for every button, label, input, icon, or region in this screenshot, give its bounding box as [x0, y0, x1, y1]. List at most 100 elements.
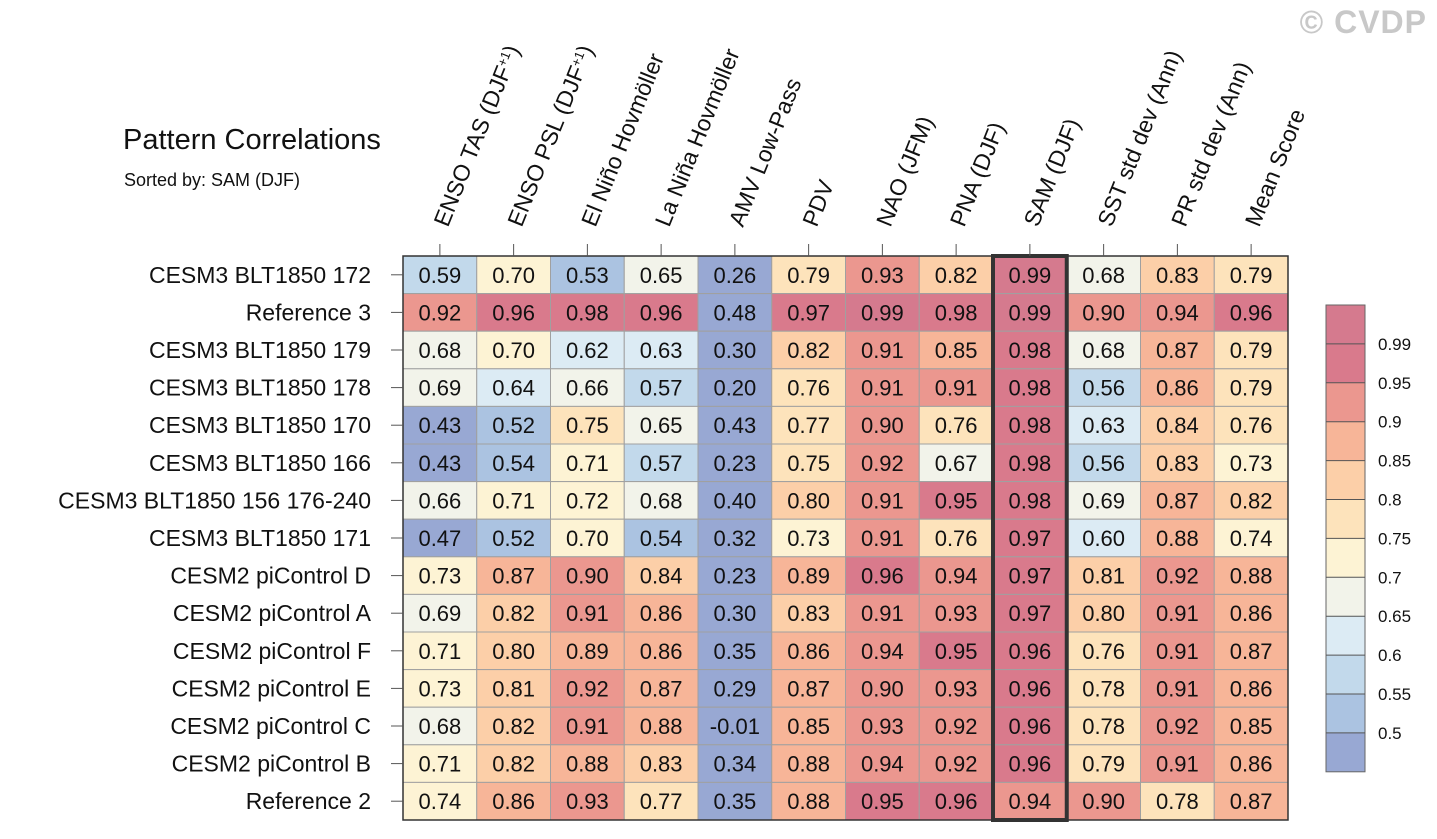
- heatmap-cell: [476, 706, 551, 746]
- cell-value-label: 0.87: [787, 676, 830, 701]
- row-label: CESM3 BLT1850 171: [149, 525, 371, 551]
- colorbar-tick-label: 0.99: [1378, 335, 1411, 354]
- cell-value-label: 0.52: [492, 526, 535, 551]
- cell-value-label: 0.48: [713, 300, 756, 325]
- cell-value-label: 0.77: [640, 789, 683, 814]
- cell-value-label: 0.95: [935, 639, 978, 664]
- heatmap-cell: [623, 443, 699, 483]
- heatmap-cell: [918, 669, 994, 708]
- heatmap-cell: [1066, 781, 1141, 821]
- row-label: CESM3 BLT1850 170: [149, 412, 371, 438]
- cell-value-label: 0.56: [1082, 376, 1125, 401]
- cell-value-label: 0.94: [861, 752, 904, 777]
- column-label: PNA (DJF): [945, 118, 1010, 230]
- cell-value-label: 0.71: [418, 752, 461, 777]
- cell-value-label: 0.54: [640, 526, 683, 551]
- cell-value-label: 0.91: [861, 376, 904, 401]
- cell-value-label: 0.91: [1156, 639, 1199, 664]
- row-label: Reference 2: [246, 788, 371, 814]
- heatmap-cell: [402, 405, 478, 445]
- heatmap-cell: [697, 368, 773, 407]
- cell-value-label: 0.75: [566, 413, 609, 438]
- heatmap-cell: [697, 556, 773, 595]
- colorbar-segment: [1326, 732, 1365, 772]
- cell-value-label: 0.20: [713, 376, 756, 401]
- cell-value-label: 0.93: [861, 263, 904, 288]
- heatmap-cell: [402, 781, 478, 821]
- heatmap-cell: [402, 368, 478, 407]
- cell-value-label: 0.72: [566, 488, 609, 513]
- cell-value-label: 0.98: [935, 300, 978, 325]
- colorbar-tick-label: 0.8: [1378, 491, 1402, 510]
- cell-value-label: 0.70: [492, 338, 535, 363]
- heatmap-cell: [476, 593, 551, 633]
- watermark: © CVDP: [1299, 4, 1427, 40]
- cell-value-label: 0.90: [566, 564, 609, 589]
- cell-value-label: 0.82: [787, 338, 830, 363]
- cell-value-label: 0.69: [418, 376, 461, 401]
- row-label: CESM3 BLT1850 172: [149, 262, 371, 288]
- cell-value-label: 0.52: [492, 413, 535, 438]
- cell-value-label: 0.92: [935, 714, 978, 739]
- colorbar-segment: [1326, 616, 1365, 656]
- cell-value-label: 0.82: [1230, 488, 1273, 513]
- cell-value-label: 0.90: [861, 413, 904, 438]
- colorbar-segment: [1326, 499, 1365, 539]
- cell-value-label: 0.95: [935, 488, 978, 513]
- cell-value-label: 0.35: [713, 639, 756, 664]
- cell-value-label: 0.90: [861, 676, 904, 701]
- cell-value-label: 0.87: [1230, 789, 1273, 814]
- cell-value-label: 0.96: [1008, 752, 1051, 777]
- cell-value-label: 0.99: [1008, 263, 1051, 288]
- cell-value-label: 0.81: [1082, 564, 1125, 589]
- heatmap-cell: [550, 330, 625, 370]
- cell-value-label: 0.88: [566, 752, 609, 777]
- cell-value-label: 0.23: [713, 564, 756, 589]
- cell-value-label: 0.79: [1230, 263, 1273, 288]
- heatmap-cell: [697, 781, 773, 821]
- heatmap-cell: [402, 443, 478, 483]
- cell-value-label: 0.23: [713, 451, 756, 476]
- cell-value-label: 0.63: [640, 338, 683, 363]
- heatmap-cell: [1140, 481, 1215, 520]
- cell-value-label: 0.92: [1156, 564, 1199, 589]
- cell-value-label: 0.87: [1156, 488, 1199, 513]
- cell-value-label: 0.99: [861, 300, 904, 325]
- heatmap-cell: [918, 593, 994, 633]
- cell-value-label: 0.40: [713, 488, 756, 513]
- cell-value-label: 0.94: [1156, 300, 1199, 325]
- cell-value-label: 0.43: [418, 413, 461, 438]
- cell-value-label: 0.96: [861, 564, 904, 589]
- cell-value-label: 0.74: [1230, 526, 1273, 551]
- column-label: PR std dev (Ann): [1166, 58, 1256, 230]
- heatmap-cell: [623, 556, 699, 595]
- cell-value-label: 0.67: [935, 451, 978, 476]
- heatmap-cell: [918, 556, 994, 595]
- cell-value-label: 0.86: [1230, 752, 1273, 777]
- cell-value-label: 0.86: [1230, 676, 1273, 701]
- cell-value-label: 0.70: [566, 526, 609, 551]
- cell-value-label: 0.96: [1230, 300, 1273, 325]
- heatmap-cell: [918, 518, 994, 558]
- cell-value-label: 0.68: [1082, 338, 1125, 363]
- cell-value-label: 0.87: [1230, 639, 1273, 664]
- heatmap-cell: [623, 481, 699, 520]
- cell-value-label: 0.94: [861, 639, 904, 664]
- heatmap-cell: [1213, 631, 1289, 671]
- cell-value-label: 0.76: [1082, 639, 1125, 664]
- heatmap-cell: [623, 518, 699, 558]
- heatmap-cell: [697, 669, 773, 708]
- heatmap-cell: [1066, 330, 1141, 370]
- row-label: CESM2 piControl F: [173, 638, 371, 664]
- colorbar-segment: [1326, 460, 1365, 500]
- heatmap-cell: [1140, 255, 1215, 295]
- heatmap-cell: [1140, 556, 1215, 595]
- cell-value-label: 0.60: [1082, 526, 1125, 551]
- heatmap-cell: [845, 593, 920, 633]
- cell-value-label: 0.87: [640, 676, 683, 701]
- cell-value-label: 0.93: [935, 601, 978, 626]
- heatmap-cell: [918, 781, 994, 821]
- cell-value-label: 0.91: [566, 601, 609, 626]
- cell-value-label: 0.29: [713, 676, 756, 701]
